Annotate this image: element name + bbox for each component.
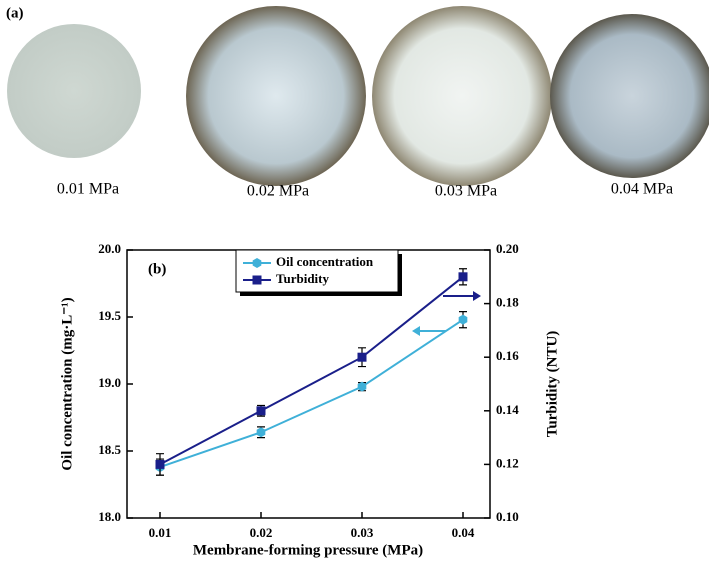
legend-label: Turbidity xyxy=(276,271,329,286)
marker xyxy=(458,272,468,282)
x-tick-label: 0.03 xyxy=(351,525,374,540)
y-tick-label: 19.5 xyxy=(98,308,121,323)
x-tick-label: 0.04 xyxy=(452,525,475,540)
y-tick-label: 19.0 xyxy=(98,375,121,390)
marker xyxy=(256,406,266,416)
y2-tick-label: 0.12 xyxy=(496,455,519,470)
y-tick-label: 18.5 xyxy=(98,442,121,457)
photo xyxy=(372,6,552,186)
panel-label: (a) xyxy=(6,5,24,21)
y-tick-label: 20.0 xyxy=(98,241,121,256)
photo xyxy=(7,24,141,158)
panel-label: (b) xyxy=(148,261,166,277)
axis-arrow xyxy=(412,291,481,336)
y-tick-label: 18.0 xyxy=(98,509,121,524)
x-axis-title: Membrane-forming pressure (MPa) xyxy=(193,542,423,558)
caption: 0.02 MPa xyxy=(247,183,309,200)
marker xyxy=(155,459,165,469)
marker xyxy=(252,275,262,285)
photo xyxy=(186,6,366,186)
marker xyxy=(357,352,367,362)
legend-frame xyxy=(235,249,399,293)
caption: 0.01 MPa xyxy=(57,181,119,198)
y2-axis-title: Turbidity (NTU) xyxy=(544,331,560,438)
y2-tick-label: 0.14 xyxy=(496,402,519,417)
marker xyxy=(357,381,367,392)
caption: 0.04 MPa xyxy=(611,181,673,198)
y-axis-title: Oil concentration (mg·L⁻¹) xyxy=(59,297,75,470)
legend-label: Oil concentration xyxy=(276,254,374,269)
series-line xyxy=(159,318,464,469)
x-tick-label: 0.02 xyxy=(250,525,273,540)
y2-tick-label: 0.10 xyxy=(496,509,519,524)
marker xyxy=(252,258,262,268)
series-line xyxy=(159,276,464,466)
x-tick-label: 0.01 xyxy=(149,525,172,540)
marker xyxy=(458,314,468,325)
y2-tick-label: 0.20 xyxy=(496,241,519,256)
caption: 0.03 MPa xyxy=(435,183,497,200)
photo xyxy=(550,14,709,178)
marker xyxy=(256,427,266,438)
y2-tick-label: 0.18 xyxy=(496,295,519,310)
y2-tick-label: 0.16 xyxy=(496,348,519,363)
